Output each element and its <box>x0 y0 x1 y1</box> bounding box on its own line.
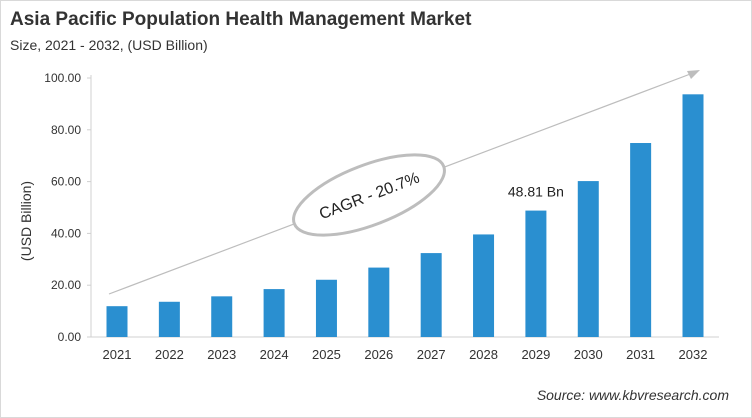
chart-title: Asia Pacific Population Health Managemen… <box>10 9 472 30</box>
x-tick-label: 2021 <box>103 347 132 362</box>
bar-2032 <box>682 94 704 337</box>
chart-subtitle: Size, 2021 - 2032, (USD Billion) <box>10 37 208 53</box>
x-tick-label: 2028 <box>469 347 498 362</box>
bar-2028 <box>473 234 495 337</box>
x-tick-label: 2025 <box>312 347 341 362</box>
x-tick-label: 2027 <box>417 347 446 362</box>
y-tick-label: 20.00 <box>51 278 81 292</box>
x-tick-label: 2029 <box>521 347 550 362</box>
y-axis-label: (USD Billion) <box>18 181 34 261</box>
data-label: 48.81 Bn <box>508 184 564 200</box>
bar-2027 <box>420 253 442 337</box>
bar-2026 <box>368 267 390 337</box>
source-note: Source: www.kbvresearch.com <box>536 387 729 403</box>
y-tick-label: 0.00 <box>58 330 82 344</box>
bar-2031 <box>630 143 652 337</box>
x-tick-label: 2024 <box>260 347 289 362</box>
bar-2022 <box>158 301 180 337</box>
x-tick-label: 2026 <box>364 347 393 362</box>
x-tick-label: 2031 <box>626 347 655 362</box>
y-tick-label: 80.00 <box>51 123 81 137</box>
cagr-ellipse <box>292 153 446 237</box>
bar-2024 <box>263 289 285 337</box>
bar-2023 <box>211 296 233 337</box>
trend-arrow-head <box>687 70 700 79</box>
bar-2021 <box>106 306 128 337</box>
x-tick-label: 2022 <box>155 347 184 362</box>
y-tick-label: 100.00 <box>44 71 81 85</box>
x-tick-label: 2030 <box>574 347 603 362</box>
y-tick-label: 60.00 <box>51 175 81 189</box>
x-tick-label: 2023 <box>207 347 236 362</box>
y-tick-label: 40.00 <box>51 226 81 240</box>
bar-2030 <box>577 181 599 337</box>
bar-2029 <box>525 210 547 337</box>
bar-2025 <box>315 279 337 337</box>
x-tick-label: 2032 <box>679 347 708 362</box>
